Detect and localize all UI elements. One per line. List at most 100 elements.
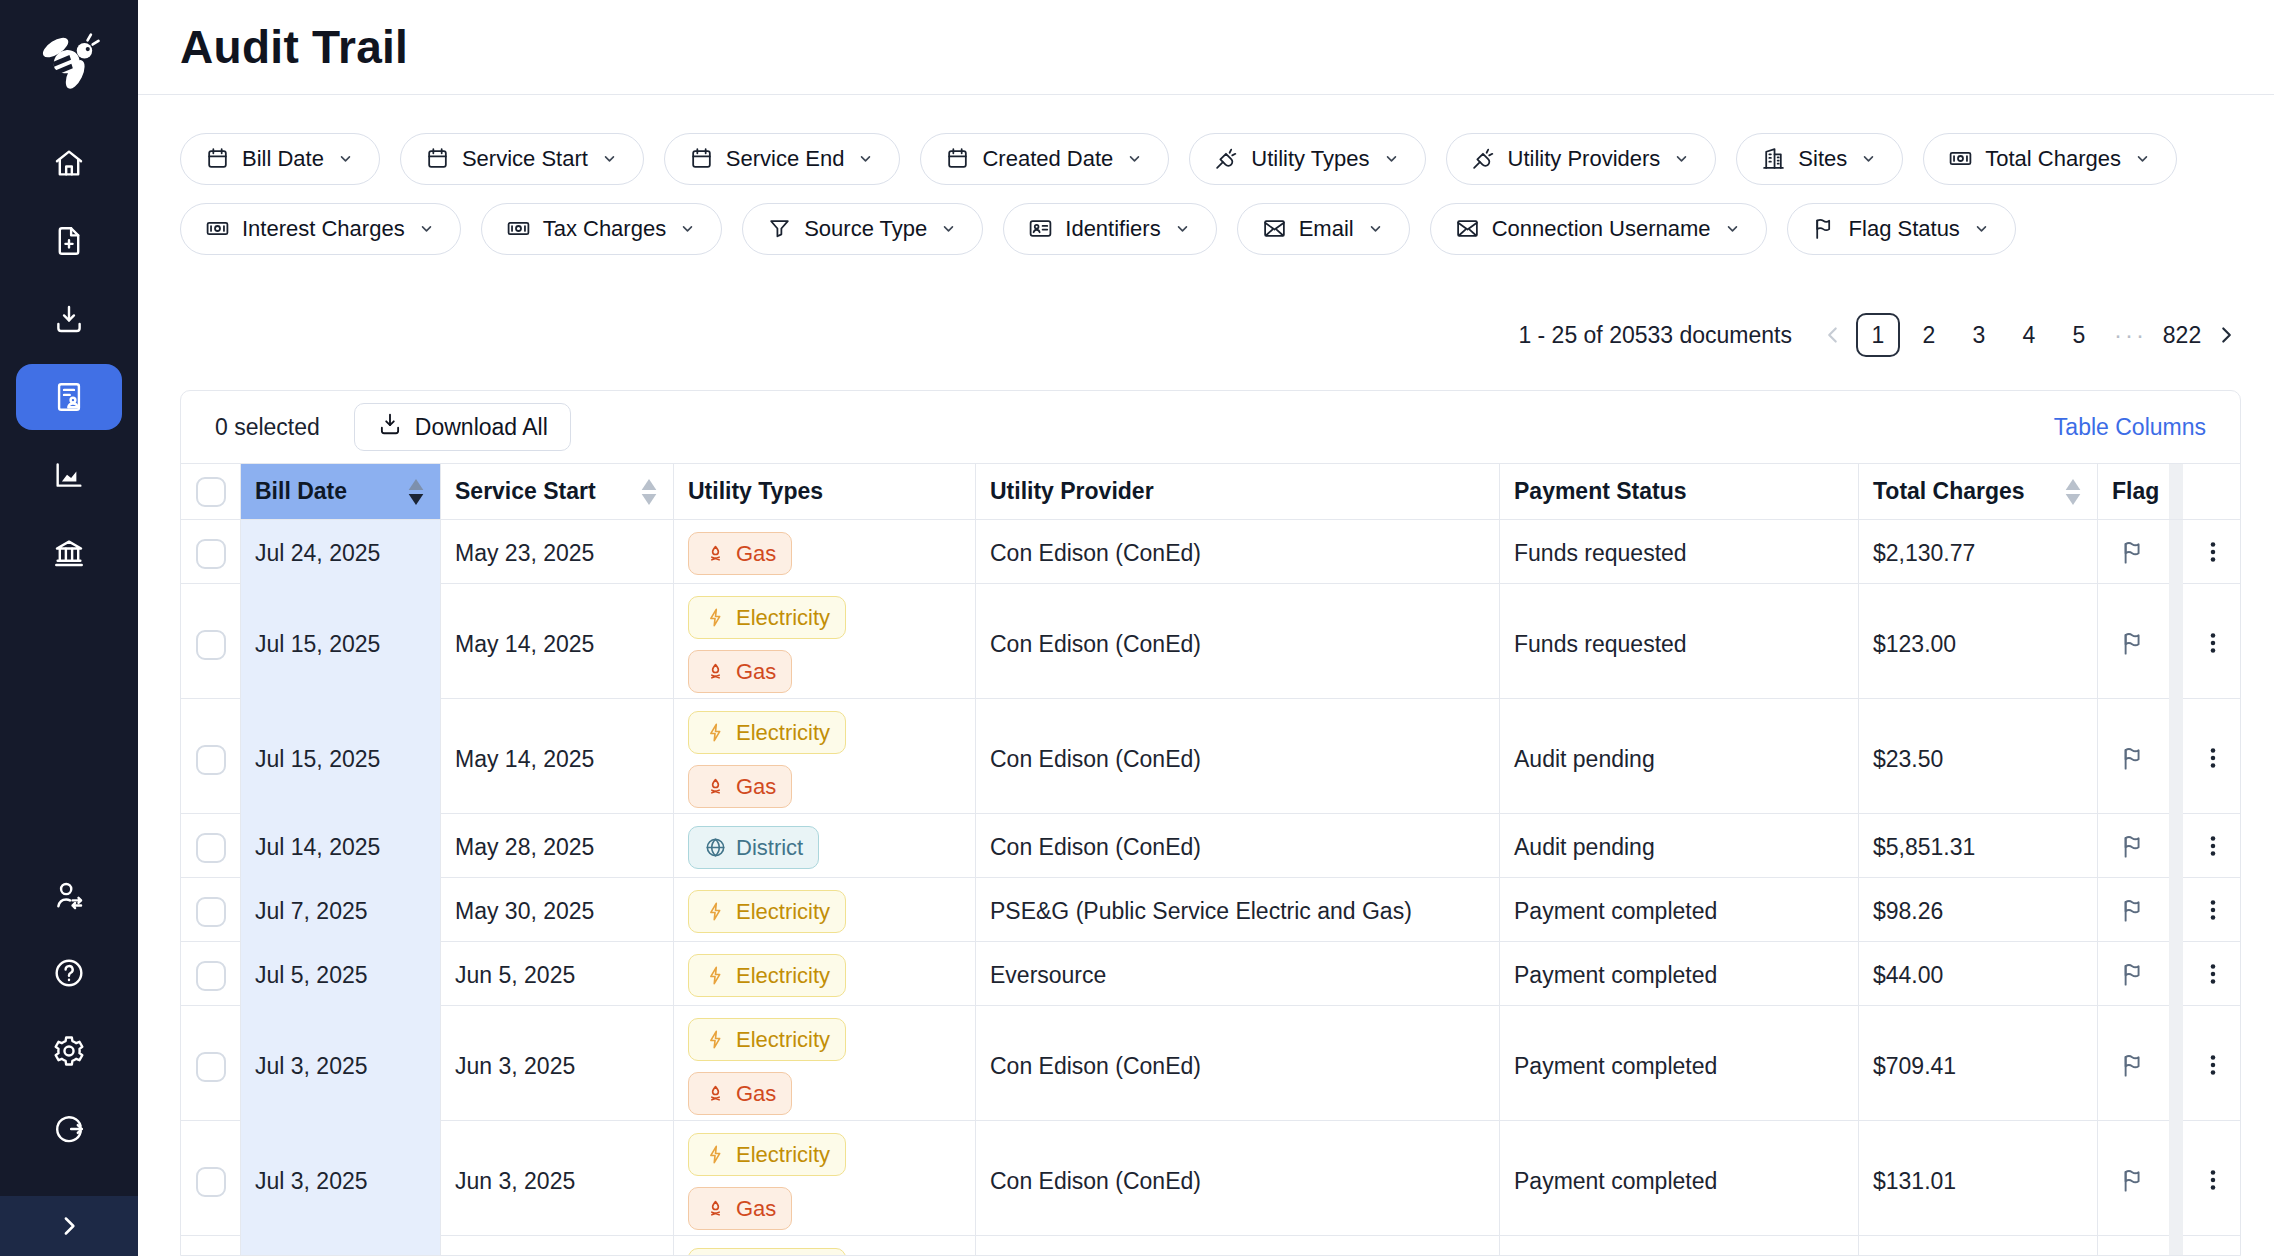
sidebar-item-downloads[interactable] [0,280,138,358]
filter-service-end[interactable]: Service End [664,133,901,185]
row-checkbox[interactable] [196,961,226,991]
row-menu-button[interactable] [2196,535,2230,572]
filter-connection-username[interactable]: Connection Username [1430,203,1767,255]
next-page-button[interactable] [2211,320,2241,350]
download-all-button[interactable]: Download All [354,403,571,451]
sort-down-icon [641,494,657,505]
cell-utility-types: Electricity [674,942,976,1009]
row-checkbox[interactable] [196,833,226,863]
row-checkbox[interactable] [196,897,226,927]
table-scrollbar-track[interactable] [2169,584,2183,705]
column-header-total_charges[interactable]: Total Charges [1859,464,2098,519]
filter-created-date[interactable]: Created Date [920,133,1169,185]
cell-utility-provider: PSE&G (Public Service Electric and Gas) [976,878,1500,945]
filter-tax-charges[interactable]: Tax Charges [481,203,723,255]
cell-flag [2098,1236,2169,1256]
row-menu-button[interactable] [2196,829,2230,866]
sidebar-item-accounts[interactable] [0,514,138,592]
bee-logo-icon [36,31,102,93]
app-logo[interactable] [36,0,102,124]
flame-icon [704,1197,727,1220]
table-scrollbar-track[interactable] [2169,814,2183,881]
row-menu-button[interactable] [2196,1048,2230,1085]
table-scrollbar-track[interactable] [2169,520,2183,587]
table-scrollbar-track[interactable] [2169,699,2183,820]
flag-button[interactable] [2116,741,2151,779]
flag-icon [2120,833,2147,860]
page-button-2[interactable]: 2 [1908,313,1950,357]
sidebar-item-analytics[interactable] [0,436,138,514]
download-icon [377,411,403,437]
previous-page-button[interactable] [1818,320,1848,350]
select-all-checkbox[interactable] [196,477,226,507]
row-menu-button[interactable] [2196,1163,2230,1200]
sidebar-expand-button[interactable] [0,1196,138,1256]
sort-control-total_charges[interactable] [2065,479,2081,505]
table-scrollbar-track[interactable] [2169,942,2183,1009]
sidebar-item-home[interactable] [0,124,138,202]
table-scrollbar-track[interactable] [2169,878,2183,945]
table-scrollbar-track[interactable] [2169,1121,2183,1242]
filter-bill-date[interactable]: Bill Date [180,133,380,185]
row-menu-button[interactable] [2196,1251,2230,1256]
table-scrollbar-track[interactable] [2169,1006,2183,1127]
sidebar-item-settings[interactable] [0,1012,138,1090]
banknote-icon [506,216,531,241]
flag-button[interactable] [2116,626,2151,664]
utility-badge-label: Gas [736,1081,776,1107]
column-header-bill_date[interactable]: Bill Date [241,464,441,519]
row-menu-button[interactable] [2196,893,2230,930]
flame-icon [704,775,727,798]
row-checkbox[interactable] [196,1167,226,1197]
filter-identifiers[interactable]: Identifiers [1003,203,1216,255]
cell-total-charges: $2,130.77 [1859,520,2098,587]
filter-flag-status[interactable]: Flag Status [1787,203,2016,255]
filter-email[interactable]: Email [1237,203,1410,255]
flag-button[interactable] [2116,893,2151,931]
cell-bill-date [241,1236,441,1256]
filter-utility-types[interactable]: Utility Types [1189,133,1425,185]
row-menu-button[interactable] [2196,741,2230,778]
filter-total-charges[interactable]: Total Charges [1923,133,2177,185]
page-button-1[interactable]: 1 [1856,313,1900,357]
row-checkbox[interactable] [196,745,226,775]
page-button-last[interactable]: 822 [2161,313,2203,357]
filter-source-type[interactable]: Source Type [742,203,983,255]
page-button-5[interactable]: 5 [2058,313,2100,357]
filter-sites[interactable]: Sites [1736,133,1903,185]
filter-service-start[interactable]: Service Start [400,133,644,185]
sort-control-service_start[interactable] [641,479,657,505]
filter-label: Service Start [462,146,588,172]
column-header-service_start[interactable]: Service Start [441,464,674,519]
topbar: Audit Trail [138,0,2274,95]
row-menu-button[interactable] [2196,957,2230,994]
table-columns-button[interactable]: Table Columns [2054,414,2206,441]
row-checkbox[interactable] [196,1052,226,1082]
flag-button[interactable] [2116,1251,2151,1256]
row-checkbox[interactable] [196,539,226,569]
cell-flag [2098,878,2169,945]
sidebar-item-create-document[interactable] [0,202,138,280]
row-checkbox[interactable] [196,630,226,660]
page-button-4[interactable]: 4 [2008,313,2050,357]
filter-utility-providers[interactable]: Utility Providers [1446,133,1717,185]
utility-badge-electricity: Electricity [688,711,846,754]
filter-interest-charges[interactable]: Interest Charges [180,203,461,255]
cell-total-charges: $98.26 [1859,878,2098,945]
flag-button[interactable] [2116,1163,2151,1201]
flag-button[interactable] [2116,829,2151,867]
table-scrollbar-track[interactable] [2169,1236,2183,1256]
flag-button[interactable] [2116,957,2151,995]
sort-control-bill_date[interactable] [408,479,424,505]
sidebar-item-user-switch[interactable] [0,856,138,934]
page-button-3[interactable]: 3 [1958,313,2000,357]
sidebar-item-logout[interactable] [0,1090,138,1168]
flag-button[interactable] [2116,1048,2151,1086]
table-scrollbar-track[interactable] [2169,464,2183,519]
sidebar-item-audit-trail[interactable] [0,358,138,436]
filter-label: Flag Status [1849,216,1960,242]
row-menu-button[interactable] [2196,626,2230,663]
sidebar-item-help[interactable] [0,934,138,1012]
table-toolbar: 0 selected Download All Table Columns [181,391,2240,463]
flag-button[interactable] [2116,535,2151,573]
